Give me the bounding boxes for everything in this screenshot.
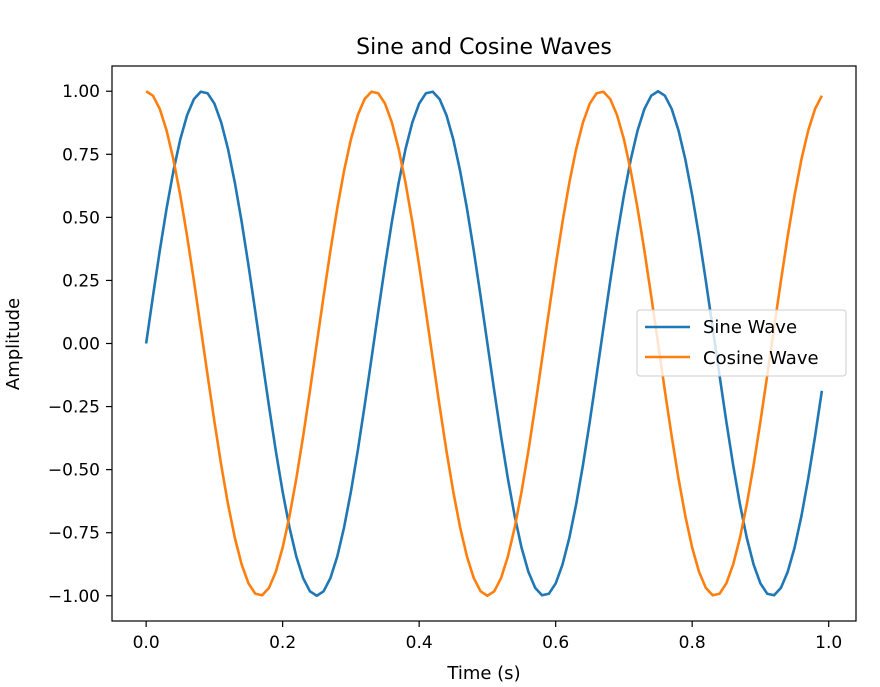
y-tick-label: −0.25 (48, 398, 100, 418)
x-tick-label: 1.0 (815, 633, 842, 653)
y-tick-label: −0.50 (48, 461, 100, 481)
legend: Sine Wave Cosine Wave (636, 309, 847, 377)
y-tick-label: 0.25 (62, 271, 100, 291)
plot-lines (144, 89, 824, 598)
x-axis-ticks: 0.0 0.2 0.4 0.6 0.8 1.0 (133, 621, 842, 653)
y-axis-label: Amplitude (3, 298, 24, 390)
y-tick-label: −1.00 (48, 587, 100, 607)
x-tick-label: 0.8 (679, 633, 706, 653)
legend-label-sine-wave: Sine Wave (703, 317, 797, 338)
x-tick-label: 0.4 (406, 633, 433, 653)
y-tick-label: 0.00 (62, 335, 100, 355)
x-axis-label: Time (s) (446, 663, 520, 684)
y-tick-label: 0.75 (62, 145, 100, 165)
legend-label-cosine-wave: Cosine Wave (703, 348, 819, 369)
y-tick-label: −0.75 (48, 524, 100, 544)
y-tick-label: 1.00 (62, 82, 100, 102)
x-tick-label: 0.6 (542, 633, 569, 653)
y-axis-ticks: −1.00 −0.75 −0.50 −0.25 0.00 0.25 0.50 0.75 1.00 (48, 82, 112, 607)
x-tick-label: 0.0 (133, 633, 160, 653)
series-line-cosine-wave (145, 90, 824, 598)
x-tick-label: 0.2 (269, 633, 296, 653)
y-tick-label: 0.50 (62, 208, 100, 228)
chart-title: Sine and Cosine Waves (356, 35, 612, 60)
series-line-sine-wave (144, 89, 824, 598)
